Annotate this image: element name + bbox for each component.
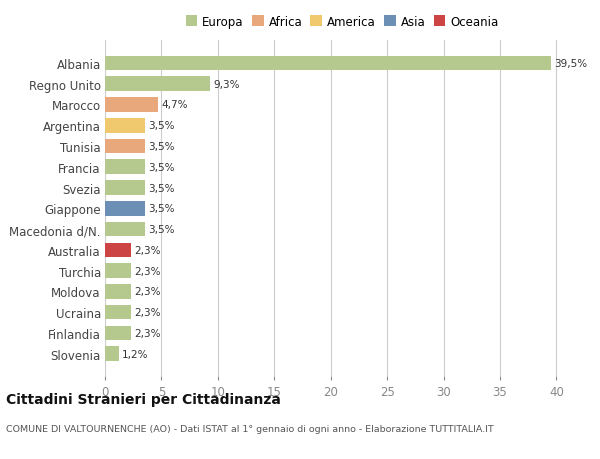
Text: 9,3%: 9,3% xyxy=(214,79,240,90)
Text: 2,3%: 2,3% xyxy=(134,328,161,338)
Text: 3,5%: 3,5% xyxy=(148,183,175,193)
Bar xyxy=(105,98,158,112)
Bar xyxy=(105,77,210,92)
Bar xyxy=(105,285,131,299)
Legend: Europa, Africa, America, Asia, Oceania: Europa, Africa, America, Asia, Oceania xyxy=(185,16,499,29)
Bar xyxy=(105,305,131,320)
Text: 3,5%: 3,5% xyxy=(148,204,175,214)
Bar xyxy=(105,222,145,237)
Bar xyxy=(105,56,551,71)
Bar xyxy=(105,119,145,133)
Text: COMUNE DI VALTOURNENCHE (AO) - Dati ISTAT al 1° gennaio di ogni anno - Elaborazi: COMUNE DI VALTOURNENCHE (AO) - Dati ISTA… xyxy=(6,425,494,434)
Text: 2,3%: 2,3% xyxy=(134,245,161,255)
Bar xyxy=(105,326,131,341)
Bar xyxy=(105,160,145,175)
Text: 1,2%: 1,2% xyxy=(122,349,148,359)
Bar xyxy=(105,181,145,196)
Text: 3,5%: 3,5% xyxy=(148,162,175,173)
Text: Cittadini Stranieri per Cittadinanza: Cittadini Stranieri per Cittadinanza xyxy=(6,392,281,406)
Text: 39,5%: 39,5% xyxy=(554,59,587,69)
Text: 2,3%: 2,3% xyxy=(134,266,161,276)
Text: 3,5%: 3,5% xyxy=(148,142,175,151)
Bar xyxy=(105,243,131,257)
Text: 2,3%: 2,3% xyxy=(134,308,161,318)
Bar xyxy=(105,140,145,154)
Text: 4,7%: 4,7% xyxy=(161,100,188,110)
Text: 2,3%: 2,3% xyxy=(134,287,161,297)
Text: 3,5%: 3,5% xyxy=(148,224,175,235)
Bar xyxy=(105,202,145,216)
Text: 3,5%: 3,5% xyxy=(148,121,175,131)
Bar xyxy=(105,264,131,278)
Bar xyxy=(105,347,119,361)
